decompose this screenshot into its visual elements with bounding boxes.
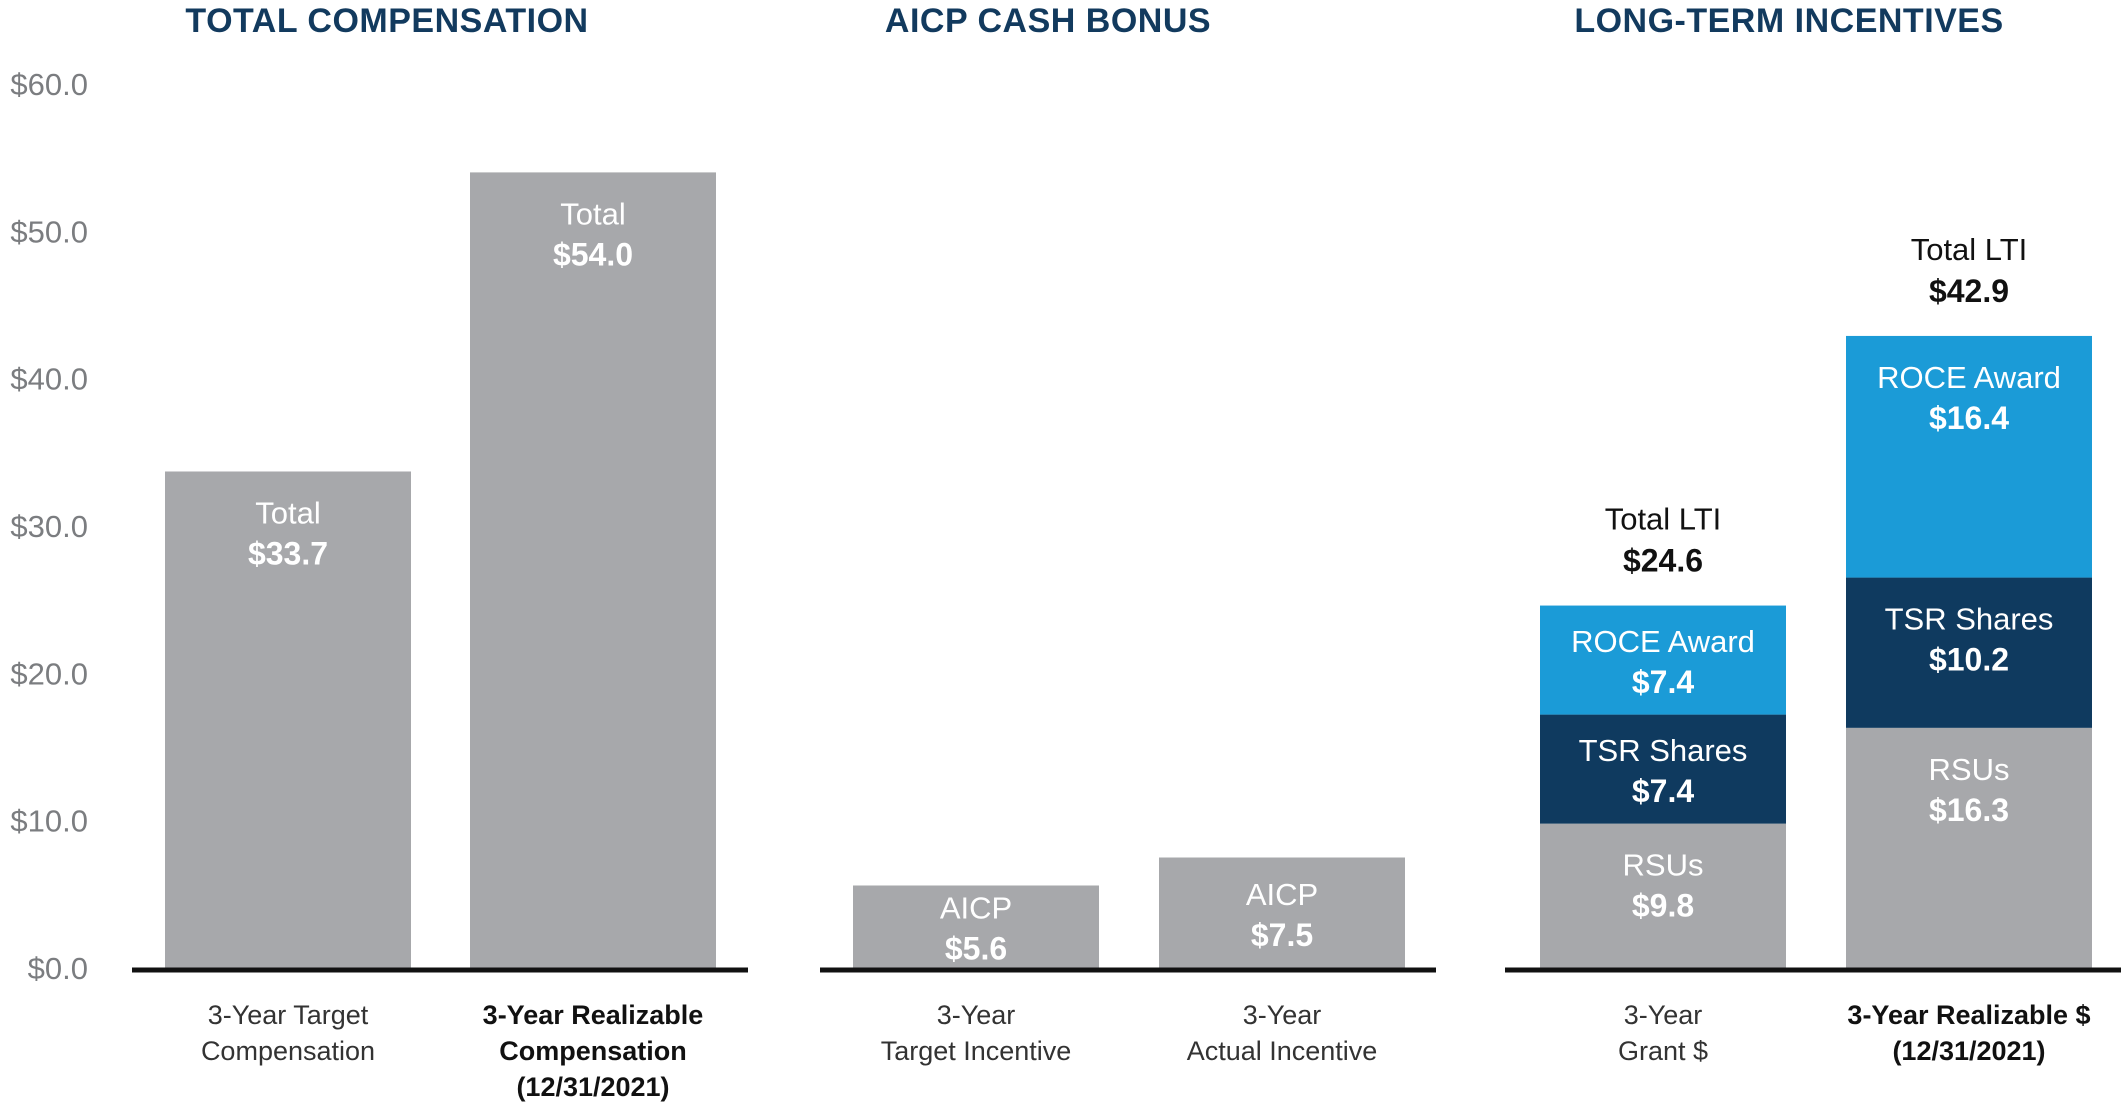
data-label: $16.3 bbox=[1929, 792, 2009, 828]
bar-stack: AICP $5.6 bbox=[853, 885, 1099, 968]
data-label: $16.4 bbox=[1929, 400, 2009, 436]
y-axis: $0.0 $10.0 $20.0 $30.0 $40.0 $50.0 $60.0 bbox=[10, 67, 88, 986]
panel-title: LONG-TERM INCENTIVES bbox=[1574, 2, 2003, 40]
y-tick-label: $10.0 bbox=[10, 804, 88, 839]
bar-segment bbox=[1846, 577, 2092, 728]
data-label: $9.8 bbox=[1632, 888, 1694, 924]
x-category-label: (12/31/2021) bbox=[516, 1072, 669, 1102]
y-tick-label: $20.0 bbox=[10, 656, 88, 691]
bar-segment bbox=[165, 471, 411, 968]
x-category-label: Grant $ bbox=[1618, 1036, 1708, 1066]
x-category-label: Target Incentive bbox=[881, 1036, 1072, 1066]
segment-label: TSR Shares bbox=[1579, 733, 1748, 768]
x-category-label: 3-Year Realizable $ bbox=[1847, 1000, 2090, 1030]
bar-segment bbox=[1159, 857, 1405, 968]
x-category-label: 3-Year bbox=[1624, 1000, 1703, 1030]
bar-segment bbox=[1540, 823, 1786, 968]
bar-segment bbox=[470, 172, 716, 968]
x-category-label: 3-Year Target bbox=[208, 1000, 369, 1030]
y-tick-label: $30.0 bbox=[10, 509, 88, 544]
bar-stack: Total $33.7 bbox=[165, 471, 411, 968]
x-category-label: (12/31/2021) bbox=[1892, 1036, 2045, 1066]
total-value: $42.9 bbox=[1929, 273, 2009, 309]
data-label: $10.2 bbox=[1929, 642, 2009, 678]
bar-segment bbox=[1540, 714, 1786, 824]
bar-stack: RSUs $9.8 TSR Shares $7.4 ROCE Award $7.4 Tota… bbox=[1540, 502, 1786, 968]
segment-label: TSR Shares bbox=[1885, 602, 2054, 637]
y-tick-label: $0.0 bbox=[28, 951, 88, 986]
segment-label: AICP bbox=[1246, 877, 1318, 912]
data-label: $7.5 bbox=[1251, 917, 1313, 953]
y-tick-label: $60.0 bbox=[10, 67, 88, 102]
total-label: Total LTI bbox=[1911, 232, 2028, 267]
bar-stack: RSUs $16.3 TSR Shares $10.2 ROCE Award $16.4 T… bbox=[1846, 232, 2092, 968]
panel: TOTAL COMPENSATION Total $33.7 3-Year Targe… bbox=[132, 2, 748, 1102]
segment-label: Total bbox=[255, 495, 320, 530]
data-label: $7.4 bbox=[1632, 773, 1694, 809]
segment-label: AICP bbox=[940, 891, 1012, 926]
bar-stack: AICP $7.5 bbox=[1159, 857, 1405, 968]
total-value: $24.6 bbox=[1623, 543, 1703, 579]
x-category-label: Actual Incentive bbox=[1187, 1036, 1378, 1066]
data-label: $5.6 bbox=[945, 931, 1007, 967]
segment-label: ROCE Award bbox=[1877, 360, 2061, 395]
panel-title: AICP CASH BONUS bbox=[885, 2, 1211, 40]
segment-label: Total bbox=[560, 196, 625, 231]
panel-title: TOTAL COMPENSATION bbox=[185, 2, 588, 40]
y-tick-label: $50.0 bbox=[10, 214, 88, 249]
bar-segment bbox=[1540, 605, 1786, 715]
bar-segment bbox=[1846, 727, 2092, 968]
segment-label: RSUs bbox=[1623, 848, 1704, 883]
chart-panels: TOTAL COMPENSATION Total $33.7 3-Year Targe… bbox=[132, 2, 2121, 1102]
x-category-label: Compensation bbox=[201, 1036, 375, 1066]
x-category-label: 3-Year Realizable bbox=[483, 1000, 704, 1030]
bar-segment bbox=[853, 885, 1099, 968]
panel: LONG-TERM INCENTIVES RSUs $9.8 TSR Shares $7… bbox=[1505, 2, 2121, 1066]
segment-label: ROCE Award bbox=[1571, 624, 1755, 659]
segment-label: RSUs bbox=[1929, 752, 2010, 787]
y-tick-label: $40.0 bbox=[10, 362, 88, 397]
x-category-label: 3-Year bbox=[1243, 1000, 1322, 1030]
bar-segment bbox=[1846, 335, 2092, 578]
bar-stack: Total $54.0 bbox=[470, 172, 716, 968]
data-label: $54.0 bbox=[553, 236, 633, 272]
data-label: $33.7 bbox=[248, 535, 328, 571]
x-category-label: Compensation bbox=[499, 1036, 687, 1066]
total-label: Total LTI bbox=[1605, 502, 1722, 537]
data-label: $7.4 bbox=[1632, 664, 1694, 700]
panel: AICP CASH BONUS AICP $5.6 3-Year Target Ince… bbox=[820, 2, 1436, 1066]
x-category-label: 3-Year bbox=[937, 1000, 1016, 1030]
